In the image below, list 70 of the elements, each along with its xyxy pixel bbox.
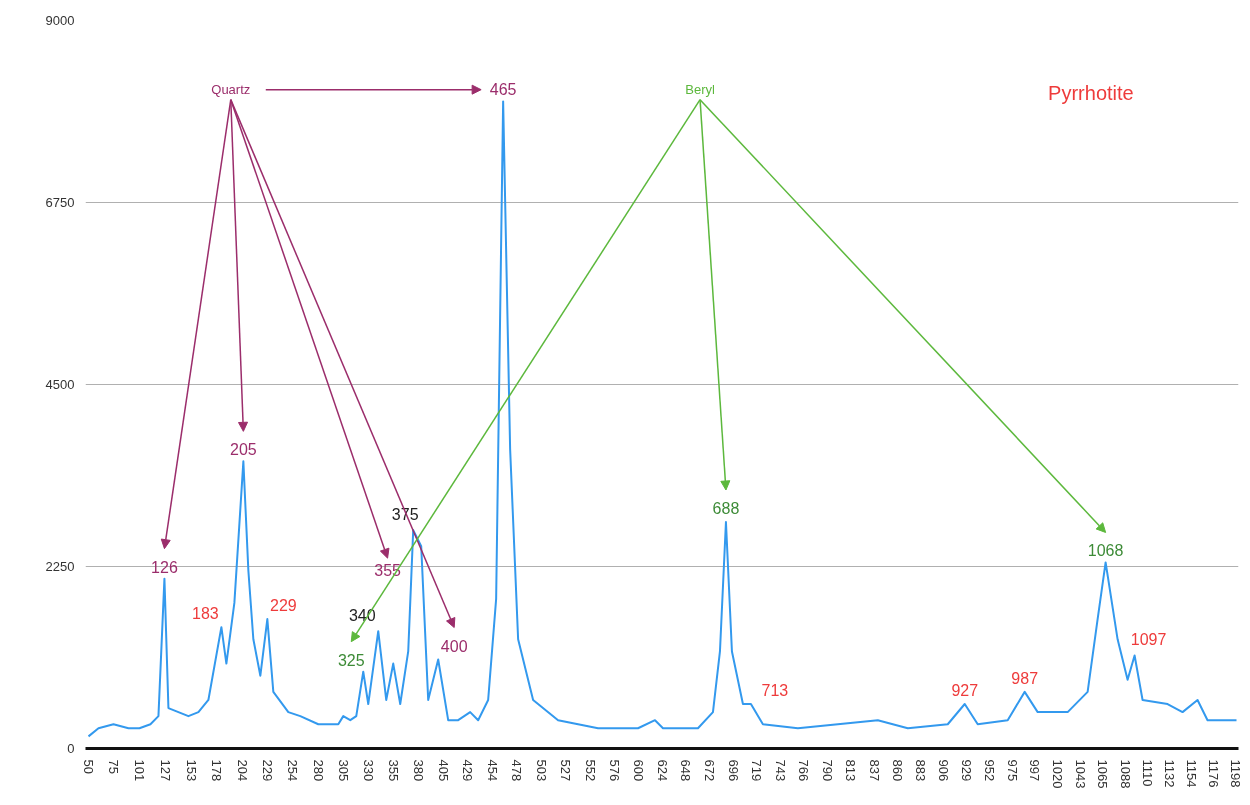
x-tick-label: 883 <box>913 759 929 782</box>
x-tick-label: 837 <box>867 759 883 782</box>
x-tick-label: 719 <box>749 759 765 782</box>
annotation: 927 <box>951 682 979 700</box>
x-tick-label: 1088 <box>1118 759 1134 789</box>
y-tick-label: 9000 <box>45 13 75 28</box>
x-tick-label: 1020 <box>1050 759 1066 789</box>
x-tick-label: 952 <box>982 759 998 782</box>
x-tick-label: 280 <box>310 759 326 782</box>
x-tick-label: 1043 <box>1073 759 1089 789</box>
y-tick-label: 6750 <box>45 195 75 210</box>
x-tick-label: 1132 <box>1162 759 1178 788</box>
x-tick-label: 929 <box>959 759 975 782</box>
x-tick-label: 50 <box>81 759 96 774</box>
annotation: Beryl <box>685 82 715 98</box>
x-tick-label: 503 <box>533 759 549 782</box>
annotation: 400 <box>440 637 468 655</box>
x-tick-label: 1176 <box>1206 759 1222 788</box>
y-tick-label: 0 <box>67 741 75 756</box>
x-tick-label: 254 <box>284 759 300 782</box>
x-tick-label: 101 <box>131 759 147 782</box>
x-tick-label: 600 <box>630 759 646 782</box>
x-tick-label: 696 <box>726 759 742 782</box>
x-tick-label: 997 <box>1027 759 1043 782</box>
x-tick-label: 648 <box>678 759 694 782</box>
annotation: 1097 <box>1130 631 1167 649</box>
x-tick-label: 624 <box>654 759 670 782</box>
x-tick-label: 1110 <box>1140 759 1156 787</box>
x-tick-label: 478 <box>508 759 524 782</box>
annotation: 688 <box>712 500 740 518</box>
y-tick-label: 2250 <box>45 559 75 574</box>
annotation: Pyrrhotite <box>1048 82 1134 105</box>
x-tick-label: 1198 <box>1228 759 1243 788</box>
x-tick-label: 153 <box>183 759 199 782</box>
annotation: 987 <box>1011 669 1039 687</box>
annotation: 465 <box>489 81 517 99</box>
x-tick-label: 672 <box>702 759 718 782</box>
x-tick-label: 178 <box>208 759 224 782</box>
x-tick-label: 127 <box>157 759 173 782</box>
x-tick-label: 204 <box>234 759 250 782</box>
x-tick-label: 743 <box>773 759 789 782</box>
annotation: 1068 <box>1087 542 1124 560</box>
x-tick-label: 380 <box>410 759 426 782</box>
annotation: Quartz <box>211 82 251 98</box>
x-tick-label: 1065 <box>1095 759 1111 789</box>
x-tick-label: 405 <box>435 759 451 782</box>
x-tick-label: 1154 <box>1184 759 1200 788</box>
y-tick-label: 4500 <box>45 377 75 392</box>
x-tick-label: 766 <box>796 759 812 782</box>
x-tick-label: 813 <box>843 759 859 782</box>
x-tick-label: 790 <box>820 759 836 782</box>
annotation: 205 <box>230 441 257 459</box>
annotation: 325 <box>337 651 365 669</box>
x-tick-label: 229 <box>259 759 275 782</box>
x-tick-label: 330 <box>360 759 376 782</box>
x-tick-label: 552 <box>582 759 598 782</box>
annotation: 183 <box>192 605 219 623</box>
annotation: 713 <box>761 682 789 700</box>
x-tick-label: 527 <box>557 759 573 782</box>
annotation: 126 <box>151 558 178 576</box>
x-tick-label: 355 <box>385 759 401 782</box>
x-tick-label: 305 <box>335 759 351 782</box>
x-tick-label: 906 <box>936 759 952 782</box>
x-tick-label: 975 <box>1005 759 1021 782</box>
x-tick-label: 454 <box>484 759 500 782</box>
annotation: 229 <box>269 597 297 615</box>
x-tick-label: 75 <box>105 759 121 774</box>
x-tick-label: 429 <box>459 759 475 782</box>
x-tick-label: 860 <box>890 759 906 782</box>
x-tick-label: 576 <box>606 759 622 782</box>
